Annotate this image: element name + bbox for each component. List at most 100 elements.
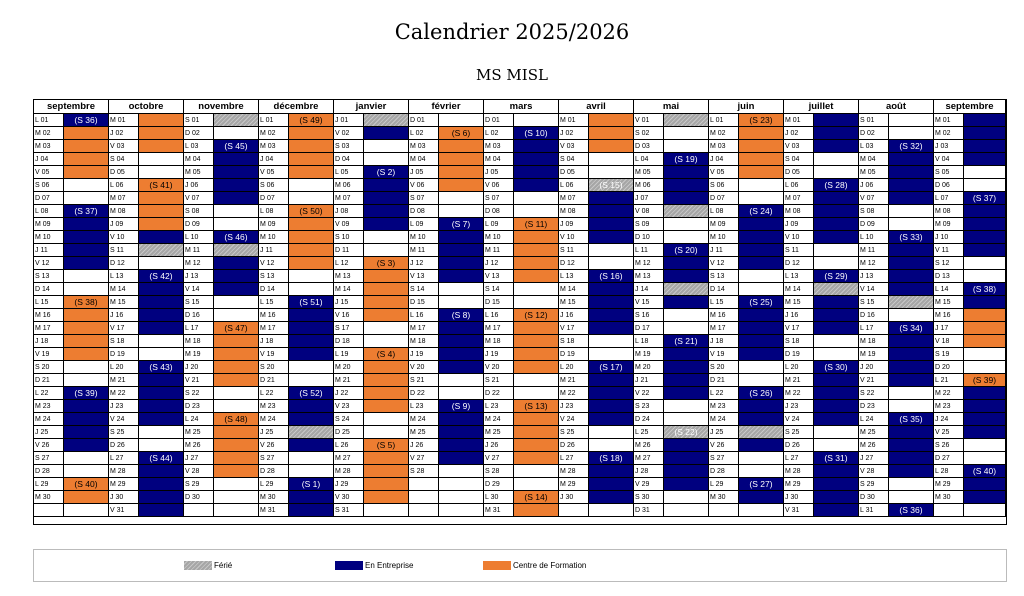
week-number: (S 51) — [289, 296, 334, 309]
day-status-weekend — [214, 127, 259, 140]
day-status-weekend — [964, 361, 1006, 374]
day-status-weekend — [64, 283, 109, 296]
day-label: J 06 — [859, 179, 889, 192]
day-status-formation — [739, 127, 784, 140]
week-number: (S 45) — [214, 140, 259, 153]
week-number: (S 34) — [889, 322, 934, 335]
week-number: (S 8) — [439, 309, 484, 322]
day-status-weekend — [514, 205, 559, 218]
day-status-entreprise — [814, 504, 859, 517]
day-label: S 12 — [934, 257, 964, 270]
day-label: V 31 — [109, 504, 139, 517]
day-status-weekend — [139, 439, 184, 452]
day-label: D 11 — [334, 244, 364, 257]
day-status-entreprise — [439, 426, 484, 439]
day-label: M 05 — [634, 166, 664, 179]
day-label: S 11 — [559, 244, 589, 257]
week-number: (S 47) — [214, 322, 259, 335]
day-status-weekend — [289, 283, 334, 296]
day-status-weekend — [439, 114, 484, 127]
week-number: (S 37) — [64, 205, 109, 218]
day-status-formation — [589, 127, 634, 140]
day-status-entreprise — [664, 192, 709, 205]
day-label: V 30 — [334, 491, 364, 504]
day-status-entreprise — [289, 322, 334, 335]
day-label: J 19 — [484, 348, 514, 361]
day-status-entreprise — [964, 478, 1006, 491]
day-label: L 16 — [409, 309, 439, 322]
day-status-formation — [364, 361, 409, 374]
day-status-entreprise — [889, 192, 934, 205]
day-status-entreprise — [889, 244, 934, 257]
day-label: L 28 — [934, 465, 964, 478]
legend-label-ferie: Férié — [214, 561, 233, 570]
day-label: D 16 — [184, 309, 214, 322]
day-status-entreprise — [964, 244, 1006, 257]
day-label: M 10 — [34, 231, 64, 244]
week-number: (S 17) — [589, 361, 634, 374]
day-label: V 24 — [784, 413, 814, 426]
week-number: (S 36) — [64, 114, 109, 127]
day-label: M 29 — [784, 478, 814, 491]
day-status-formation — [64, 491, 109, 504]
day-label: M 26 — [634, 439, 664, 452]
day-label: M 24 — [484, 413, 514, 426]
day-status-entreprise — [739, 322, 784, 335]
day-status-weekend — [289, 179, 334, 192]
day-label: L 06 — [559, 179, 589, 192]
day-status-formation — [364, 400, 409, 413]
day-label: S 07 — [409, 192, 439, 205]
day-status-formation — [589, 114, 634, 127]
day-status-entreprise — [514, 179, 559, 192]
day-label: L 17 — [184, 322, 214, 335]
day-status-entreprise — [64, 231, 109, 244]
day-label: M 09 — [709, 218, 739, 231]
day-label: L 08 — [259, 205, 289, 218]
day-status-formation — [64, 335, 109, 348]
day-label: M 07 — [109, 192, 139, 205]
day-label — [409, 504, 439, 517]
week-number: (S 50) — [289, 205, 334, 218]
day-label: S 16 — [634, 309, 664, 322]
day-label: S 20 — [34, 361, 64, 374]
empty-cell — [439, 491, 484, 504]
day-status-weekend — [889, 218, 934, 231]
day-label: D 29 — [484, 478, 514, 491]
day-label: M 09 — [34, 218, 64, 231]
day-label: D 14 — [34, 283, 64, 296]
day-label: S 27 — [259, 452, 289, 465]
day-label: M 16 — [34, 309, 64, 322]
day-label: M 14 — [109, 283, 139, 296]
day-status-weekend — [364, 413, 409, 426]
day-status-entreprise — [139, 387, 184, 400]
day-label: S 01 — [184, 114, 214, 127]
day-label: J 09 — [784, 218, 814, 231]
day-label: L 27 — [784, 452, 814, 465]
week-number: (S 13) — [514, 400, 559, 413]
day-status-formation — [364, 465, 409, 478]
day-status-entreprise — [364, 205, 409, 218]
day-status-entreprise — [664, 348, 709, 361]
day-status-formation — [64, 127, 109, 140]
day-status-formation — [364, 374, 409, 387]
day-status-weekend — [514, 283, 559, 296]
day-label: M 29 — [559, 478, 589, 491]
day-status-weekend — [139, 166, 184, 179]
day-label: L 26 — [334, 439, 364, 452]
day-status-weekend — [364, 322, 409, 335]
day-label: S 18 — [559, 335, 589, 348]
day-label: M 30 — [259, 491, 289, 504]
day-status-entreprise — [664, 270, 709, 283]
day-label: V 06 — [484, 179, 514, 192]
week-number: (S 42) — [139, 270, 184, 283]
day-label: M 02 — [259, 127, 289, 140]
day-status-formation — [514, 244, 559, 257]
day-status-weekend — [664, 309, 709, 322]
day-status-entreprise — [814, 491, 859, 504]
day-label: M 07 — [559, 192, 589, 205]
day-label: S 11 — [784, 244, 814, 257]
day-status-weekend — [139, 153, 184, 166]
day-status-entreprise — [814, 231, 859, 244]
day-status-entreprise — [889, 348, 934, 361]
day-label: J 23 — [109, 400, 139, 413]
